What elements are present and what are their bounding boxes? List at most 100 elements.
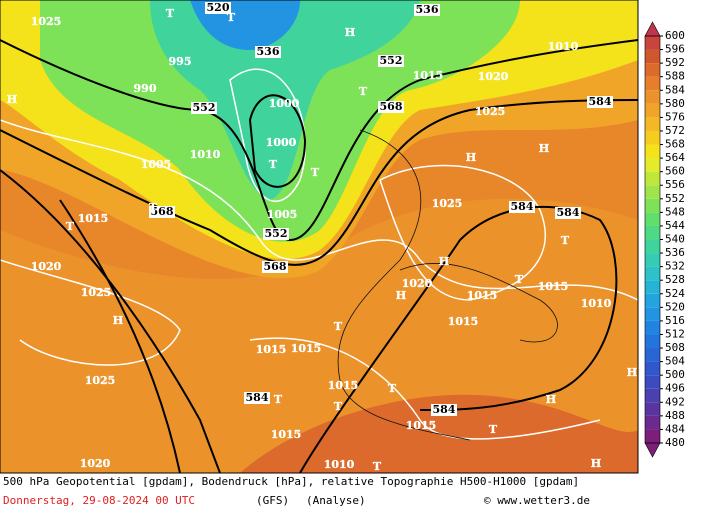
pressure-center: H xyxy=(627,366,637,379)
pressure-center: H xyxy=(546,393,556,406)
contour-label: 520 xyxy=(207,1,230,14)
colorbar-swatch xyxy=(645,198,660,213)
pressure-center: T xyxy=(66,220,75,233)
colorbar-swatch xyxy=(645,103,660,118)
pressure-center: T xyxy=(515,273,524,286)
contour-label: 552 xyxy=(193,101,216,114)
label-bg xyxy=(378,55,404,67)
colorbar-swatch xyxy=(645,348,660,362)
colorbar-label: 552 xyxy=(665,192,685,205)
contour-label: 1000 xyxy=(266,136,297,149)
contour-label: 1015 xyxy=(78,212,109,225)
colorbar-swatch xyxy=(645,158,660,172)
pressure-center: H xyxy=(466,151,476,164)
contour-label: 584 xyxy=(557,206,580,219)
contour-label: 1015 xyxy=(256,343,287,356)
label-bg xyxy=(244,392,270,404)
colorbar-swatch xyxy=(645,36,660,50)
colorbar-label: 588 xyxy=(665,70,685,83)
footer-credit: © www.wetter3.de xyxy=(484,494,590,507)
contour-label: 1020 xyxy=(478,70,509,83)
contour-label: 584 xyxy=(511,200,534,213)
colorbar-swatch xyxy=(645,293,660,308)
contour-label: 568 xyxy=(151,205,174,218)
contour-label: 1010 xyxy=(190,148,221,161)
label-bg xyxy=(555,207,581,219)
map-field xyxy=(0,0,638,473)
contour-label: 1015 xyxy=(328,379,359,392)
label-bg xyxy=(509,201,535,213)
colorbar-label: 576 xyxy=(665,110,685,123)
label-bg xyxy=(149,206,175,218)
colorbar-swatch xyxy=(645,144,660,159)
contour-label: 584 xyxy=(433,403,456,416)
footer-date: Donnerstag, 29-08-2024 00 UTC xyxy=(3,494,195,507)
contour-label: 1015 xyxy=(413,69,444,82)
contour-label: 1015 xyxy=(467,289,498,302)
contour-label: 1025 xyxy=(85,374,116,387)
contour-label: 1015 xyxy=(448,315,479,328)
colorbar-label: 488 xyxy=(665,409,685,422)
colorbar-label: 524 xyxy=(665,287,685,300)
colorbar-label: 580 xyxy=(665,97,685,110)
colorbar-swatch xyxy=(645,63,660,77)
colorbar-label: 592 xyxy=(665,56,685,69)
label-bg xyxy=(431,404,457,416)
colorbar-label: 584 xyxy=(665,83,685,96)
colorbar-label: 532 xyxy=(665,260,685,273)
colorbar-label: 540 xyxy=(665,233,685,246)
pressure-center: H xyxy=(591,457,601,470)
contour-label: 584 xyxy=(246,391,269,404)
pressure-center: T xyxy=(561,234,570,247)
contour-label: 1025 xyxy=(31,15,62,28)
contour-label: 1025 xyxy=(432,197,463,210)
pressure-center: T xyxy=(269,158,278,171)
label-bg xyxy=(263,228,289,240)
colorbar-swatch xyxy=(645,320,660,335)
pressure-center: T xyxy=(359,85,368,98)
contour-label: 1020 xyxy=(402,277,433,290)
contour-label: 1015 xyxy=(291,342,322,355)
footer-run: (Analyse) xyxy=(306,494,366,507)
pressure-center: T xyxy=(388,382,397,395)
pressure-center: H xyxy=(113,314,123,327)
contour-label: 536 xyxy=(257,45,280,58)
map-labels: 520 536 536 552 552 552 568 568 568 584 584 584 584 5… xyxy=(7,1,638,473)
contour-label: 1010 xyxy=(324,458,355,471)
label-bg xyxy=(414,4,440,16)
contour-label: 1005 xyxy=(267,208,298,221)
contour-label: 990 xyxy=(134,82,157,95)
colorbar-label: 600 xyxy=(665,29,685,42)
colorbar-swatch xyxy=(645,334,660,349)
colorbar-label: 548 xyxy=(665,205,685,218)
colorbar-swatch xyxy=(645,225,660,240)
colorbar: 4804844884924965005045085125165205245285… xyxy=(644,21,685,458)
pressure-center: T xyxy=(334,320,343,333)
colorbar-swatch xyxy=(645,402,660,416)
pressure-center: T xyxy=(373,460,382,473)
colorbar-swatch xyxy=(645,212,660,226)
pressure-center: T xyxy=(334,400,343,413)
contour-label: 1025 xyxy=(81,286,112,299)
colorbar-swatch xyxy=(645,415,660,430)
colorbar-swatch xyxy=(645,239,660,254)
pressure-center: T xyxy=(311,166,320,179)
pressure-center: T xyxy=(274,393,283,406)
contour-label: 995 xyxy=(169,55,192,68)
colorbar-swatch xyxy=(645,185,660,199)
label-bg xyxy=(378,101,404,113)
colorbar-swatch xyxy=(645,388,660,403)
contour-label: 584 xyxy=(589,95,612,108)
contour-label: 1010 xyxy=(581,297,612,310)
colorbar-label: 536 xyxy=(665,246,685,259)
label-bg xyxy=(262,261,288,273)
colorbar-label: 572 xyxy=(665,124,685,137)
label-bg xyxy=(587,96,613,108)
colorbar-label: 516 xyxy=(665,314,685,327)
pressure-center: T xyxy=(149,201,158,214)
colorbar-label: 496 xyxy=(665,382,685,395)
colorbar-swatch xyxy=(645,253,660,267)
contour-label: 568 xyxy=(380,100,403,113)
colorbar-label: 568 xyxy=(665,138,685,151)
